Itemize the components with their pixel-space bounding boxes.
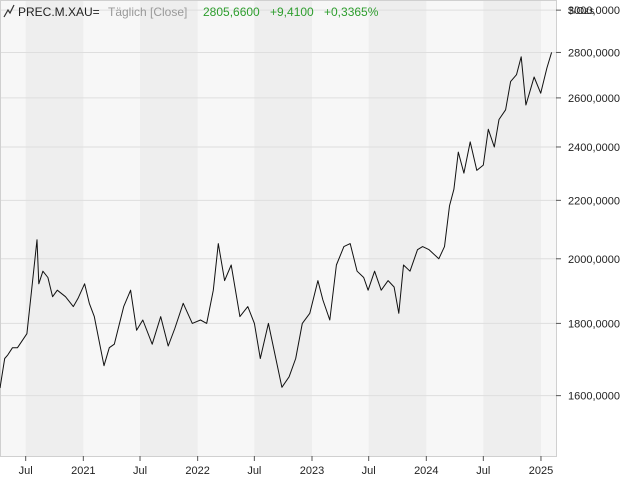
x-tick-label: Jul: [362, 465, 376, 477]
y-tick-label: 2400,0000: [568, 142, 620, 154]
y-tick-label: 2600,0000: [568, 93, 620, 105]
x-tick-label: Jul: [133, 465, 147, 477]
y-tick-label: 1800,0000: [568, 318, 620, 330]
x-tick-label: Jul: [19, 465, 33, 477]
y-tick-label: 3000,0000: [568, 5, 620, 17]
symbol-label: PREC.M.XAU=: [18, 5, 100, 19]
x-axis: Jul 2021 Jul 2022 Jul 2023 Jul 2024 Jul 2025: [19, 456, 553, 477]
x-tick-label: 2021: [71, 465, 95, 477]
last-price: 2805,6600: [203, 5, 260, 19]
y-axis-unit-label: $/Ozs: [568, 6, 594, 17]
chart-header: PREC.M.XAU= Täglich [Close] 2805,6600 +9…: [3, 4, 379, 19]
plot-frame: [0, 0, 557, 457]
plot-background: [0, 0, 556, 456]
period-band: [254, 0, 312, 456]
x-tick-label: 2025: [529, 465, 553, 477]
period-band: [483, 0, 541, 456]
y-axis: 1600,0000 1800,0000 2000,0000 2200,0000 2400…: [556, 5, 620, 403]
interval-label: Täglich [Close]: [108, 5, 187, 19]
y-tick-label: 2000,0000: [568, 254, 620, 266]
y-tick-label: 1600,0000: [568, 391, 620, 403]
y-tick-label: 2800,0000: [568, 47, 620, 59]
price-change: +9,4100: [270, 5, 314, 19]
period-band: [368, 0, 427, 456]
line-chart-icon: [3, 4, 15, 18]
x-tick-label: 2024: [414, 465, 438, 477]
x-tick-label: 2023: [300, 465, 324, 477]
horizontal-gridlines: [0, 9, 556, 397]
price-series-line: [0, 52, 553, 389]
series-layer: [0, 52, 553, 389]
x-tick-label: Jul: [247, 465, 261, 477]
x-tick-label: Jul: [476, 465, 490, 477]
x-tick-label: 2022: [185, 465, 209, 477]
period-band: [25, 0, 84, 456]
price-change-percent: +0,3365%: [324, 5, 379, 19]
period-band: [140, 0, 198, 456]
y-tick-label: 2200,0000: [568, 195, 620, 207]
